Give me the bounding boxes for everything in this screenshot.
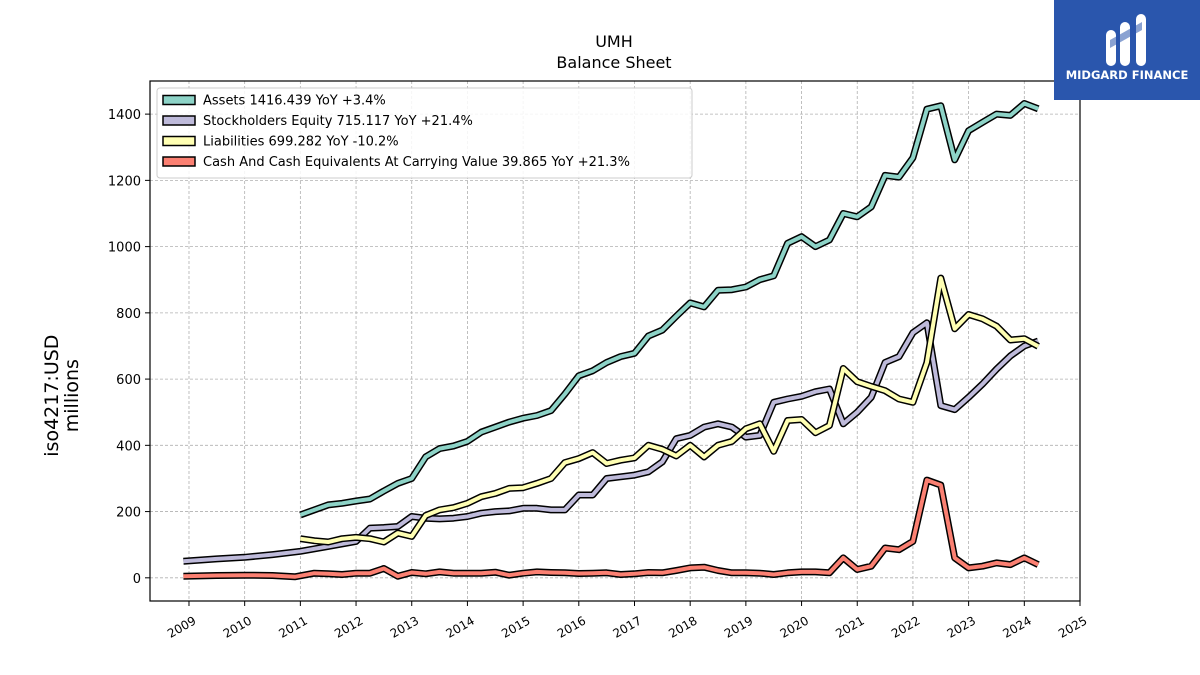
- x-tick-label: 2011: [276, 613, 309, 640]
- y-tick-label: 1000: [108, 241, 141, 256]
- logo-text: MIDGARD FINANCE: [1065, 68, 1189, 82]
- legend-entry: Assets 1416.439 YoY +3.4%: [203, 94, 386, 109]
- legend-entry: Stockholders Equity 715.117 YoY +21.4%: [203, 114, 473, 129]
- y-tick-label: 600: [116, 373, 141, 388]
- x-tick-label: 2015: [499, 613, 532, 640]
- x-tick-label: 2010: [221, 613, 254, 640]
- legend-swatch: [162, 115, 196, 126]
- y-tick-label: 1200: [108, 174, 141, 189]
- legend-swatch: [162, 156, 196, 167]
- x-tick-label: 2018: [666, 613, 699, 640]
- chart-title: UMH: [595, 32, 633, 51]
- x-tick-label: 2014: [443, 613, 476, 640]
- y-tick-label: 400: [116, 439, 141, 454]
- y-tick-label: 0: [133, 572, 141, 587]
- logo-mark-icon: [1106, 14, 1146, 66]
- x-tick-label: 2012: [332, 613, 365, 640]
- legend-swatch: [162, 94, 196, 106]
- legend-entry: Liabilities 699.282 YoY -10.2%: [203, 135, 399, 150]
- x-tick-label: 2023: [945, 613, 978, 640]
- x-tick-label: 2013: [388, 613, 421, 640]
- series-line: [183, 320, 1039, 564]
- x-tick-label: 2022: [889, 613, 922, 640]
- chart-subtitle: Balance Sheet: [556, 53, 671, 72]
- series-line-outline: [183, 476, 1040, 581]
- x-tick-label: 2025: [1056, 613, 1089, 640]
- x-tick-label: 2020: [778, 613, 811, 640]
- legend-entry: Cash And Cash Equivalents At Carrying Va…: [203, 155, 630, 170]
- series-line-outline: [299, 274, 1040, 546]
- series-line: [183, 478, 1040, 579]
- x-tick-label: 2016: [555, 613, 588, 640]
- x-tick-label: 2017: [611, 613, 644, 640]
- x-tick-label: 2009: [165, 613, 198, 640]
- legend: Assets 1416.439 YoY +3.4% Stockholders Eq…: [156, 87, 693, 179]
- x-tick-label: 2024: [1000, 613, 1033, 640]
- series-layer: [183, 100, 1040, 581]
- y-axis-ticks: 0 200 400 600 800 1000 1200 1400: [108, 108, 150, 587]
- y-tick-label: 1400: [108, 108, 141, 123]
- legend-swatch: [162, 135, 196, 147]
- x-tick-label: 2021: [833, 613, 866, 640]
- y-axis-label-line: millions: [61, 359, 83, 432]
- series-line: [300, 276, 1040, 544]
- x-axis-ticks: 2009 2010 2011 2012 2013 2014 2015 2016 2017 2018…: [165, 601, 1090, 641]
- y-tick-label: 200: [116, 506, 141, 521]
- x-tick-label: 2019: [722, 613, 755, 640]
- y-tick-label: 800: [116, 307, 141, 322]
- plot-frame: [149, 80, 1081, 602]
- y-axis-label-line: iso4217:USD: [41, 335, 63, 457]
- midgard-finance-logo: MIDGARD FINANCE: [1054, 0, 1200, 100]
- legend-box: [156, 87, 693, 179]
- series-line: [299, 101, 1039, 517]
